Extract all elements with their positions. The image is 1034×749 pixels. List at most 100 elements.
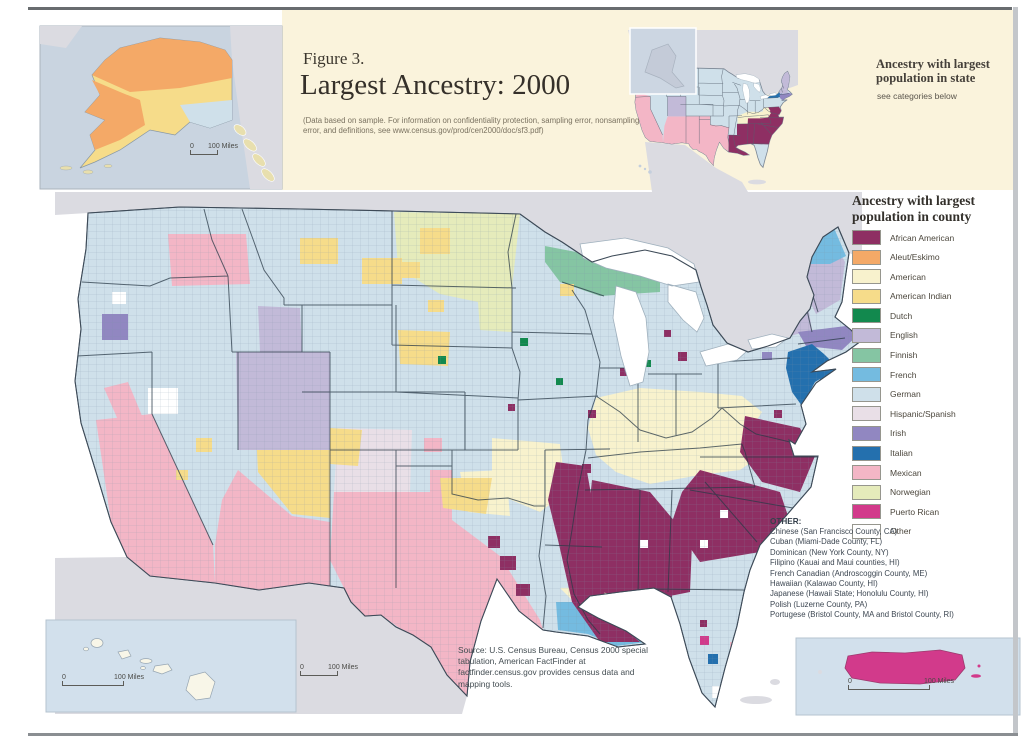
aleutian-islands (59, 164, 113, 175)
legend-swatch (852, 406, 881, 422)
legend-item: Norwegian (852, 484, 956, 500)
legend-item: American Indian (852, 288, 956, 304)
legend-item: African American (852, 230, 956, 245)
cuba (740, 696, 772, 704)
figure-title: Largest Ancestry: 2000 (300, 69, 571, 101)
other-note-line: Cuban (Miami-Dade County, FL) (770, 537, 883, 547)
figure-number: Figure 3. (303, 49, 365, 68)
scalebar-miles-label: 100 Miles (328, 664, 358, 671)
legend-swatch (852, 269, 881, 285)
scalebar-zero-label: 0 (190, 143, 194, 150)
legend: African American Aleut/Eskimo American Amer… (852, 230, 956, 544)
legend-swatch (852, 249, 881, 265)
legend-swatch (852, 327, 881, 343)
scalebar-miles-label: 100 Miles (924, 678, 954, 685)
legend-swatch (852, 230, 881, 245)
scalebar-zero-label: 0 (300, 664, 304, 671)
scalebar-zero-label: 0 (848, 678, 852, 685)
legend-item: Mexican (852, 465, 956, 481)
state-inset-map (628, 27, 798, 192)
legend-swatch (852, 288, 881, 304)
legend-item: English (852, 327, 956, 343)
inset-hawaii (638, 164, 652, 174)
bahamas (770, 679, 780, 685)
scalebar-zero-label: 0 (62, 674, 66, 681)
alaska-canada (230, 26, 282, 189)
legend-item: Hispanic/Spanish (852, 406, 956, 422)
legend-label: French (890, 369, 917, 380)
other-note-line: Dominican (New York County, NY) (770, 547, 889, 557)
legend-label: English (890, 330, 918, 341)
legend-label: African American (890, 232, 955, 243)
scalebar-tick (300, 671, 338, 676)
source-note: Source: U.S. Census Bureau, Census 2000 … (458, 645, 648, 689)
legend-label: Finnish (890, 350, 918, 361)
legend-swatch (852, 425, 881, 441)
legend-label: Norwegian (890, 487, 931, 498)
legend-swatch (852, 504, 881, 520)
legend-label: Mexican (890, 467, 922, 478)
inset-alaska-shape (644, 43, 685, 89)
legend-label: Hispanic/Spanish (890, 408, 956, 419)
frame-right-line (1013, 7, 1018, 736)
alaska-west-region (85, 80, 145, 150)
legend-label: American (890, 271, 926, 282)
alaska-southcentral-region (180, 100, 232, 128)
legend-swatch (852, 445, 881, 461)
puerto-rico-island (844, 649, 966, 685)
legend-label: Dutch (890, 310, 913, 321)
legend-item: Finnish (852, 347, 956, 363)
vieques-island (971, 674, 981, 678)
legend-label: Other (890, 526, 912, 537)
scalebar-alaska: 0 100 Miles (190, 143, 238, 155)
legend-label: German (890, 389, 921, 400)
scalebar-miles-label: 100 Miles (114, 674, 144, 681)
culebra-island (977, 664, 981, 668)
scalebar-puerto-rico: 0 100 Miles (848, 678, 954, 690)
alaska-north-region (92, 38, 232, 92)
inset-mexico (645, 142, 748, 192)
hawaii-inset-map (45, 619, 297, 713)
alaska-inset-map (39, 25, 283, 190)
canada-landmass (55, 192, 862, 352)
mona-island (818, 670, 822, 674)
other-note-heading: OTHER: (770, 517, 802, 526)
hawaii-islands (83, 638, 216, 701)
scalebar-miles-label: 100 Miles (208, 143, 238, 150)
legend-swatch (852, 308, 881, 324)
other-note-line: Japanese (Hawaii State; Honolulu County,… (770, 589, 929, 599)
puerto-rico-inset-map (795, 637, 1021, 716)
alaska-russia (40, 26, 82, 48)
legend-item: Other (852, 523, 956, 539)
other-note-line: Filipino (Kauai and Maui counties, HI) (770, 558, 900, 568)
legend-swatch (852, 347, 881, 363)
legend-item: Puerto Rican (852, 504, 956, 520)
other-note-block: OTHER: Chinese (San Francisco County, CA… (770, 517, 1020, 621)
legend-label: Irish (890, 428, 907, 439)
legend-swatch (852, 484, 881, 500)
scalebar-main: 0 100 Miles (300, 664, 358, 676)
other-note-line: Chinese (San Francisco County, CA) (770, 527, 898, 536)
other-note-line: Hawaiian (Kalawao County, HI) (770, 579, 878, 589)
legend-item: German (852, 386, 956, 402)
legend-item: Aleut/Eskimo (852, 249, 956, 265)
legend-swatch (852, 367, 881, 383)
legend-title: Ancestry with largest population in coun… (852, 193, 975, 224)
legend-item: Dutch (852, 308, 956, 324)
scalebar-hawaii: 0 100 Miles (62, 674, 144, 686)
scalebar-tick (62, 681, 124, 686)
inset-cuba (748, 179, 766, 185)
legend-label: American Indian (890, 291, 952, 302)
frame-top-line (28, 7, 1012, 10)
other-note-line: Portugese (Bristol County, MA and Bristo… (770, 610, 954, 620)
legend-item: Irish (852, 425, 956, 441)
legend-item: American (852, 269, 956, 285)
legend-label: Aleut/Eskimo (890, 252, 940, 263)
legend-swatch (852, 386, 881, 402)
main-map (55, 192, 862, 714)
other-note-line: Polish (Luzerne County, PA) (770, 599, 868, 609)
other-note-line: French Canadian (Androscoggin County, ME… (770, 568, 928, 578)
legend-swatch (852, 465, 881, 481)
